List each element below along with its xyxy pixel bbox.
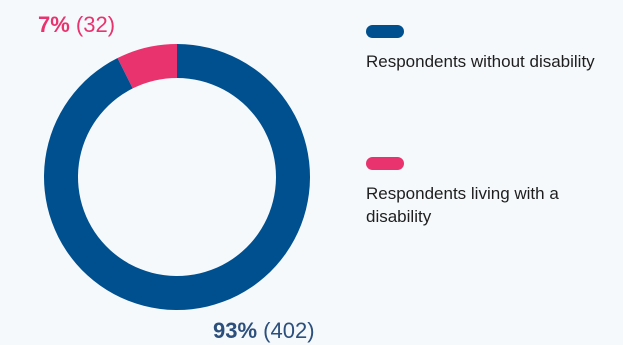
- donut-chart: [43, 44, 311, 310]
- slice-with-disability: [117, 44, 177, 89]
- data-label-without-percent: 93%: [213, 318, 258, 343]
- data-label-disability: 7% (32): [38, 12, 115, 38]
- legend-label-disability: Respondents living with a disability: [366, 184, 559, 226]
- legend-item-with-disability: Respondents living with a disability: [366, 157, 606, 228]
- data-label-without-disability: 93% (402): [213, 318, 315, 344]
- data-label-without-count: (402): [263, 318, 315, 343]
- legend-item-without-disability: Respondents without disability: [366, 25, 606, 73]
- slice-without-disability: [43, 44, 311, 310]
- legend-label-without: Respondents without disability: [366, 52, 595, 71]
- data-label-disability-percent: 7%: [38, 12, 70, 37]
- legend-swatch-without: [366, 25, 404, 38]
- legend-swatch-disability: [366, 157, 404, 170]
- data-label-disability-count: (32): [75, 12, 116, 37]
